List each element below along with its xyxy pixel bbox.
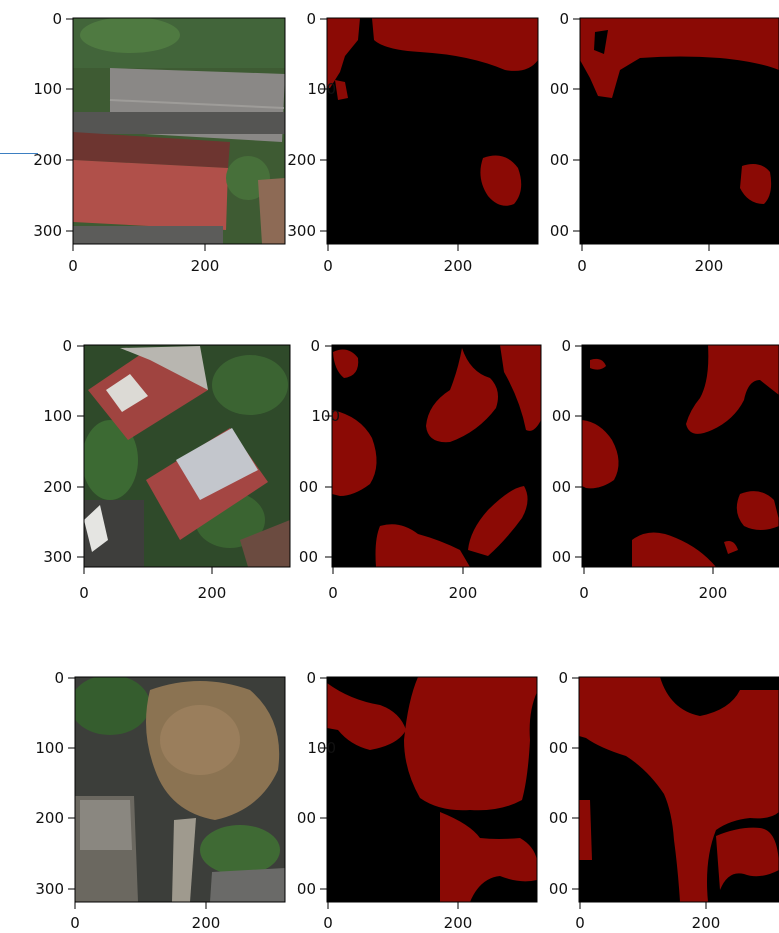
x-tick-label: 200 (444, 257, 473, 275)
axes-frame-2-3 (581, 344, 779, 568)
axes-frame-3-1 (74, 676, 286, 903)
axes-frame-3-3 (578, 676, 779, 903)
y-tick-label: 0 (559, 10, 569, 28)
y-axis-2-1: 0 100 200 300 (43, 337, 84, 566)
y-tick-label: 00 (552, 407, 571, 425)
axes-frame-2-2 (331, 344, 542, 568)
y-tick-label: 200 (33, 151, 62, 169)
y-axis-1-2: 0 100 200 300 (287, 10, 336, 240)
aerial-image-2 (84, 345, 290, 567)
y-tick-label: 00 (549, 739, 568, 757)
row-2: 0 100 200 300 0 100 00 00 0 00 00 00 (43, 337, 779, 602)
axes-frame-3-2 (326, 676, 538, 903)
x-tick-label: 200 (192, 914, 221, 932)
y-tick-label: 200 (43, 478, 72, 496)
row-3: 0 100 200 300 0 100 00 00 0 00 00 00 (35, 669, 779, 932)
y-axis-1-3: 0 00 00 00 (550, 10, 580, 240)
y-tick-label: 00 (549, 809, 568, 827)
predicted-mask-1 (580, 18, 779, 244)
y-tick-label: 0 (54, 669, 64, 687)
accent-line (0, 153, 38, 154)
y-axis-2-2: 0 100 00 00 (299, 337, 340, 566)
y-axis-1-1: 0 100 200 300 (33, 10, 73, 240)
x-tick-label: 0 (79, 584, 89, 602)
y-tick-label: 00 (549, 880, 568, 898)
y-tick-label: 100 (307, 739, 336, 757)
x-tick-label: 200 (699, 584, 728, 602)
x-tick-label: 200 (695, 257, 724, 275)
x-axis-2: 0 200 0 200 0 200 (79, 567, 727, 602)
x-tick-label: 0 (68, 257, 78, 275)
predicted-mask-3 (579, 677, 779, 902)
x-tick-label: 0 (579, 584, 589, 602)
y-tick-label: 0 (52, 10, 62, 28)
x-axis-1: 0 200 0 200 0 200 (68, 244, 723, 275)
y-tick-label: 300 (43, 548, 72, 566)
aerial-image-3 (75, 677, 285, 902)
y-tick-label: 200 (287, 151, 316, 169)
y-tick-label: 300 (35, 880, 64, 898)
axes-frame-1-1 (72, 17, 286, 245)
y-tick-label: 0 (558, 669, 568, 687)
y-tick-label: 100 (43, 407, 72, 425)
y-tick-label: 00 (552, 548, 571, 566)
y-tick-label: 100 (311, 407, 340, 425)
row-1: 0 100 200 300 0 100 200 300 0 00 00 00 (33, 10, 779, 275)
y-axis-2-3: 0 00 00 00 (552, 337, 582, 566)
x-tick-label: 0 (70, 914, 80, 932)
y-tick-label: 0 (62, 337, 72, 355)
x-tick-label: 0 (577, 257, 587, 275)
y-tick-label: 100 (307, 80, 336, 98)
y-tick-label: 100 (33, 80, 62, 98)
x-tick-label: 0 (323, 257, 333, 275)
x-tick-label: 0 (575, 914, 585, 932)
x-tick-label: 200 (692, 914, 721, 932)
y-tick-label: 0 (306, 10, 316, 28)
ground-truth-mask-1 (327, 18, 538, 244)
ground-truth-mask-2 (332, 345, 541, 567)
y-tick-label: 100 (35, 739, 64, 757)
y-tick-label: 0 (561, 337, 571, 355)
x-tick-label: 200 (449, 584, 478, 602)
aerial-image-1 (73, 18, 285, 244)
x-tick-label: 200 (198, 584, 227, 602)
y-tick-label: 0 (310, 337, 320, 355)
y-axis-3-3: 0 00 00 00 (549, 669, 579, 898)
y-tick-label: 00 (550, 80, 569, 98)
y-tick-label: 00 (297, 880, 316, 898)
x-tick-label: 0 (328, 584, 338, 602)
y-tick-label: 00 (550, 151, 569, 169)
predicted-mask-2 (582, 345, 779, 567)
axes-frame-1-3 (579, 17, 779, 245)
axes-frame-2-1 (83, 344, 291, 568)
y-tick-label: 300 (287, 222, 316, 240)
y-tick-label: 00 (552, 478, 571, 496)
red-roof (73, 160, 228, 230)
y-tick-label: 00 (550, 222, 569, 240)
ground-truth-mask-3 (327, 677, 537, 902)
y-axis-3-1: 0 100 200 300 (35, 669, 75, 898)
y-tick-label: 00 (299, 548, 318, 566)
axes-frame-1-2 (326, 17, 539, 245)
y-tick-label: 200 (35, 809, 64, 827)
y-tick-label: 00 (299, 478, 318, 496)
y-tick-label: 300 (33, 222, 62, 240)
x-tick-label: 200 (444, 914, 473, 932)
y-tick-label: 0 (306, 669, 316, 687)
x-axis-3: 0 200 0 200 0 200 (70, 902, 720, 932)
x-tick-label: 0 (323, 914, 333, 932)
y-axis-3-2: 0 100 00 00 (297, 669, 336, 898)
x-tick-label: 200 (191, 257, 220, 275)
y-tick-label: 00 (297, 809, 316, 827)
